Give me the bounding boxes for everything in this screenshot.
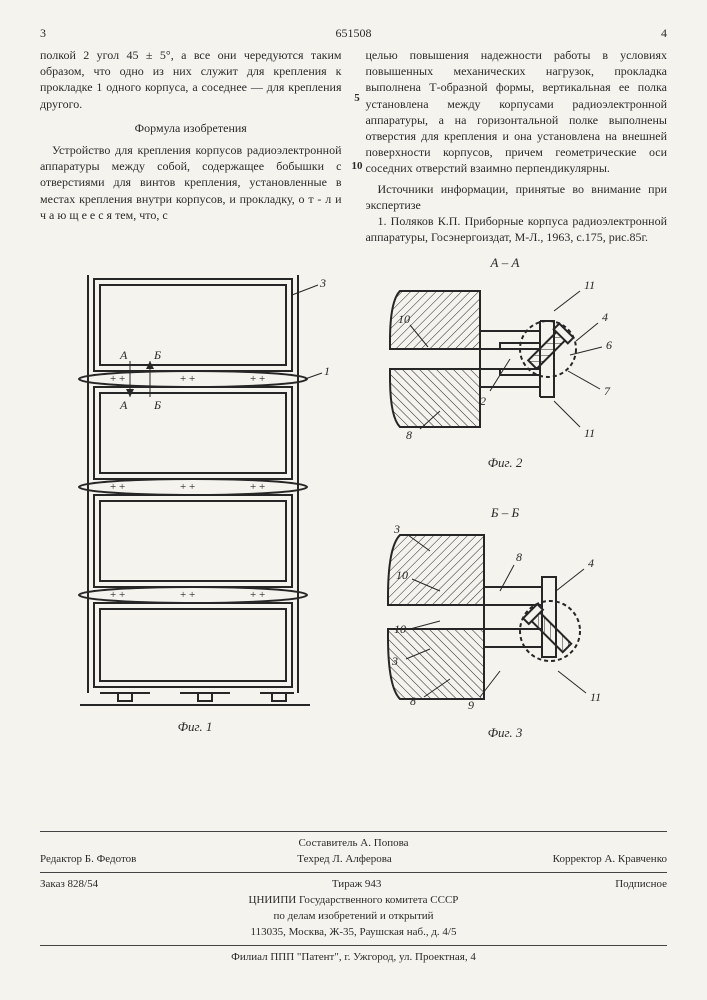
addr1: 113035, Москва, Ж-35, Раушская наб., д. … <box>40 925 667 941</box>
svg-text:3: 3 <box>319 276 326 290</box>
svg-text:6: 6 <box>606 338 612 352</box>
svg-text:+ +: + + <box>250 481 265 493</box>
svg-text:8: 8 <box>410 694 416 708</box>
svg-text:10: 10 <box>398 312 410 326</box>
doc-number: 651508 <box>336 26 372 41</box>
svg-text:3: 3 <box>393 522 400 536</box>
order: Заказ 828/54 <box>40 877 98 893</box>
svg-text:+ +: + + <box>110 373 125 385</box>
svg-text:8: 8 <box>406 428 412 442</box>
svg-text:4: 4 <box>588 556 594 570</box>
svg-text:10: 10 <box>394 622 406 636</box>
linemark-10: 10 <box>350 160 364 172</box>
compiler-line: Составитель А. Попова <box>40 836 667 852</box>
editor: Редактор Б. Федотов <box>40 852 136 868</box>
section-bb-label: Б – Б <box>380 505 630 521</box>
left-column: полкой 2 угол 45 ± 5°, а все они чередую… <box>40 47 342 245</box>
org2: по делам изобретений и открытий <box>40 909 667 925</box>
left-para-1: полкой 2 угол 45 ± 5°, а все они чередую… <box>40 47 342 112</box>
svg-text:4: 4 <box>602 310 608 324</box>
tirazh: Тираж 943 <box>332 877 382 893</box>
svg-text:+ +: + + <box>110 481 125 493</box>
fig2-label: Фиг. 2 <box>380 455 630 471</box>
left-para-2: Устройство для крепления корпусов радиоэ… <box>40 142 342 223</box>
right-para-1: целью повышения надежности работы в усло… <box>366 47 668 177</box>
footer-block: Составитель А. Попова Редактор Б. Федото… <box>40 827 667 966</box>
fig3-label: Фиг. 3 <box>380 725 630 741</box>
svg-text:+ +: + + <box>250 373 265 385</box>
linemark-5: 5 <box>350 92 364 104</box>
svg-text:11: 11 <box>584 426 595 440</box>
footer-rule-top <box>40 831 667 832</box>
svg-text:11: 11 <box>590 690 601 704</box>
figure-2: А – А <box>380 255 630 465</box>
formula-title: Формула изобретения <box>40 120 342 136</box>
section-aa-label: А – А <box>380 255 630 271</box>
svg-text:7: 7 <box>604 384 611 398</box>
right-column: целью повышения надежности работы в усло… <box>366 47 668 245</box>
svg-text:+ +: + + <box>110 589 125 601</box>
right-para-2-head: Источники информации, принятые во вниман… <box>366 181 668 213</box>
figure-1: + + + + + + + + + + + + + + + + + + 3 1 A Б Б <box>60 265 330 745</box>
right-para-2-item: 1. Поляков К.П. Приборные корпуса радиоэ… <box>366 213 668 245</box>
svg-text:A: A <box>119 348 128 362</box>
corrector: Корректор А. Кравченко <box>553 852 667 868</box>
svg-text:Б: Б <box>153 398 161 412</box>
svg-text:11: 11 <box>584 278 595 292</box>
figures-area: + + + + + + + + + + + + + + + + + + 3 1 A Б Б <box>40 255 667 775</box>
page-right-num: 4 <box>661 26 667 41</box>
svg-text:1: 1 <box>324 364 330 378</box>
footer-rule-bot <box>40 945 667 946</box>
svg-text:10: 10 <box>396 568 408 582</box>
subscript: Подписное <box>615 877 667 893</box>
branch: Филиал ППП "Патент", г. Ужгород, ул. Про… <box>40 950 667 966</box>
svg-text:2: 2 <box>480 394 486 408</box>
svg-text:+ +: + + <box>180 589 195 601</box>
svg-text:9: 9 <box>468 698 474 712</box>
figure-3: Б – Б <box>380 505 630 745</box>
svg-text:3: 3 <box>391 654 398 668</box>
svg-text:+ +: + + <box>180 481 195 493</box>
page-left-num: 3 <box>40 26 46 41</box>
line-number-marks: 5 10 <box>350 70 364 172</box>
fig1-label: Фиг. 1 <box>60 719 330 735</box>
svg-text:Б: Б <box>153 348 161 362</box>
svg-text:+ +: + + <box>180 373 195 385</box>
techred: Техред Л. Алферова <box>297 852 391 868</box>
svg-text:8: 8 <box>516 550 522 564</box>
footer-rule-mid <box>40 872 667 873</box>
org1: ЦНИИПИ Государственного комитета СССР <box>40 893 667 909</box>
svg-text:A: A <box>119 398 128 412</box>
svg-text:+ +: + + <box>250 589 265 601</box>
